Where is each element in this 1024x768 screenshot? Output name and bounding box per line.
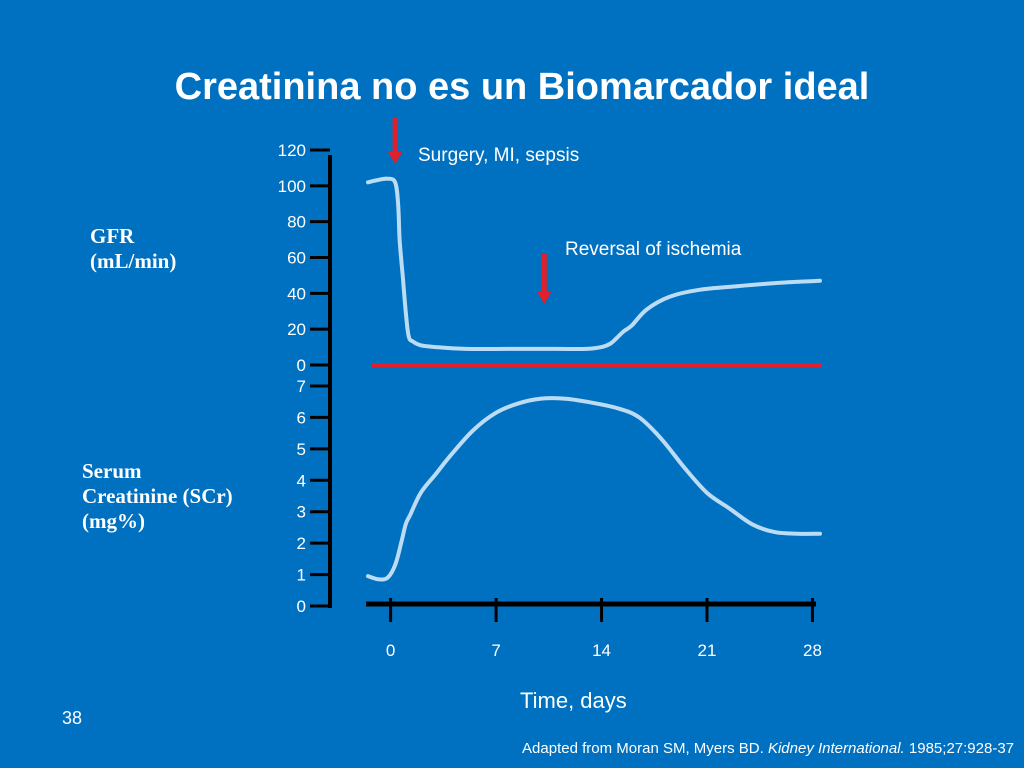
gfr-y-tick-label-60: 60: [287, 249, 306, 268]
scr-axis-label-line3: (mg%): [82, 509, 145, 533]
slide-title: Creatinina no es un Biomarcador ideal: [174, 66, 870, 108]
scr-y-tick-label-2: 2: [297, 534, 306, 553]
arrow-head-1: [388, 152, 403, 164]
annotation-surgery: Surgery, MI, sepsis: [418, 145, 580, 166]
scr-y-tick-label-7: 7: [297, 377, 306, 396]
arrow-head-2: [537, 292, 552, 304]
scr-y-tick-label-3: 3: [297, 503, 306, 522]
scr-y-tick-label-5: 5: [297, 440, 306, 459]
scr-axis-label-line2: Creatinine (SCr): [82, 484, 233, 508]
gfr-axis-label-line1: GFR: [90, 224, 135, 248]
citation: Adapted from Moran SM, Myers BD. Kidney …: [522, 740, 1014, 757]
x-tick-label-28: 28: [803, 641, 822, 660]
gfr-y-tick-label-100: 100: [278, 177, 306, 196]
scr-curve: [366, 396, 822, 582]
citation-prefix: Adapted from Moran SM, Myers BD.: [522, 740, 768, 757]
gfr-curve: [366, 176, 822, 352]
x-tick-label-14: 14: [592, 641, 611, 660]
x-tick-label-0: 0: [386, 641, 395, 660]
gfr-axis-label-line2: (mL/min): [90, 249, 177, 273]
gfr-y-tick-label-0: 0: [297, 356, 306, 375]
x-axis-label: Time, days: [520, 688, 627, 713]
gfr-y-tick-label-20: 20: [287, 320, 306, 339]
citation-journal: Kidney International.: [767, 740, 905, 757]
x-tick-label-7: 7: [491, 641, 500, 660]
scr-axis-label-line1: Serum: [82, 459, 142, 483]
scr-y-tick-label-6: 6: [297, 408, 306, 427]
annotation-reversal: Reversal of ischemia: [565, 239, 742, 260]
scr-y-tick-label-1: 1: [297, 566, 306, 585]
gfr-y-tick-label-120: 120: [278, 141, 306, 160]
x-tick-label-21: 21: [698, 641, 717, 660]
slide-number: 38: [62, 708, 83, 728]
scr-y-tick-label-4: 4: [297, 471, 306, 490]
citation-suffix: 1985;27:928-37: [904, 740, 1014, 757]
gfr-y-tick-label-80: 80: [287, 213, 306, 232]
gfr-y-tick-label-40: 40: [287, 284, 306, 303]
gfr-axis-label: GFR (mL/min): [90, 224, 176, 274]
scr-axis-label: Serum Creatinine (SCr) (mg%): [82, 459, 233, 534]
scr-y-tick-label-0: 0: [297, 597, 306, 616]
